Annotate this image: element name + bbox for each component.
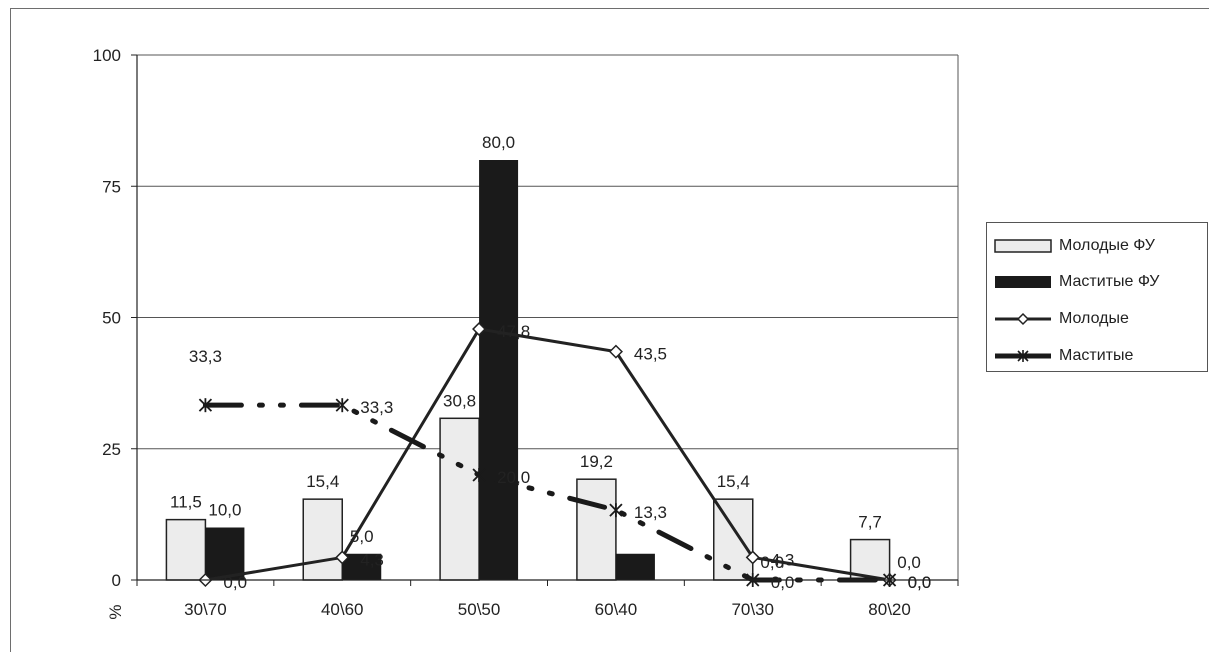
data-label-young-fu: 19,2 [580, 452, 613, 471]
line-young [205, 327, 890, 582]
y-tick-label: 75 [102, 177, 121, 196]
data-label-veteran: 0,0 [771, 573, 795, 592]
data-label-young: 43,5 [634, 345, 667, 364]
data-label-veteran-fu: 5,0 [350, 527, 374, 546]
bar-young-fu [713, 498, 754, 581]
data-label-veteran: 33,3 [360, 398, 393, 417]
x-tick-label: 80\20 [868, 600, 911, 619]
data-label-young-fu: 30,8 [443, 391, 476, 410]
y-tick-label: 25 [102, 440, 121, 459]
legend-swatch-young-fu [987, 234, 1059, 258]
axes-layer: 0 25 50 75 100 30\70 40\60 50\50 60\40 70\30 80\20… [93, 46, 959, 620]
bar-young-fu [302, 498, 343, 581]
marker-young [745, 550, 760, 565]
bar-veteran-fu [205, 527, 245, 580]
legend-label-veteran: Маститые [1059, 347, 1134, 364]
x-tick-label: 60\40 [595, 600, 638, 619]
x-tick-label: 40\60 [321, 600, 364, 619]
chart-frame [10, 8, 1209, 652]
bar-young-fu [165, 518, 207, 581]
y-tick-label: 0 [112, 571, 121, 590]
data-label-veteran-fu: 0,0 [897, 553, 921, 572]
y-tick-label: 100 [93, 46, 121, 65]
legend-item-young: Молодые [987, 307, 1129, 331]
x-tick-label: 70\30 [731, 600, 774, 619]
data-label-veteran: 33,3 [189, 347, 222, 366]
data-label-young-fu: 7,7 [858, 513, 882, 532]
data-label-veteran-fu: 80,0 [482, 133, 515, 152]
marker-veteran [335, 398, 349, 413]
legend-item-young-fu: Молодые ФУ [987, 234, 1155, 258]
legend-item-veteran-fu: Маститые ФУ [987, 270, 1159, 294]
data-label-veteran-fu: 10,0 [208, 501, 241, 520]
data-label-young-fu: 11,5 [170, 493, 202, 512]
legend-label-young: Молодые [1059, 310, 1129, 327]
data-label-young: 4,3 [771, 550, 795, 569]
legend-swatch-veteran-fu [987, 270, 1059, 294]
data-label-veteran: 20,0 [497, 468, 530, 487]
data-label-young: 0,0 [223, 573, 247, 592]
legend-label-veteran-fu: Маститые ФУ [1059, 273, 1160, 290]
x-tick-label: 50\50 [458, 600, 501, 619]
bar-veteran-fu [342, 553, 382, 580]
legend-item-veteran: Маститые [987, 344, 1133, 368]
data-label-veteran: 0,0 [908, 573, 932, 592]
x-tick-label: 30\70 [184, 600, 227, 619]
grid-lines [137, 54, 959, 580]
data-labels-layer: 11,515,430,819,215,47,710,05,080,00,0 0,0… [170, 133, 931, 592]
bars-layer [165, 160, 891, 581]
marker-young [608, 344, 623, 359]
bar-veteran-fu [479, 160, 519, 580]
legend: Молодые ФУ Маститые ФУ Молодые Маститые [986, 222, 1208, 372]
legend-swatch-veteran [987, 344, 1059, 368]
data-label-young: 0,0 [908, 573, 932, 592]
bar-veteran-fu [615, 553, 655, 580]
data-label-young: 47,8 [497, 322, 530, 341]
marker-veteran [609, 503, 623, 518]
legend-label-young-fu: Молодые ФУ [1059, 237, 1155, 254]
marker-young [472, 321, 487, 337]
y-axis-label: % [106, 604, 125, 619]
marker-young [335, 550, 350, 565]
y-tick-label: 50 [102, 309, 121, 328]
marker-veteran [198, 398, 213, 413]
bar-young-fu [439, 417, 480, 581]
bar-young-fu [576, 478, 617, 581]
marker-veteran [472, 468, 486, 482]
data-label-veteran: 13,3 [634, 503, 667, 522]
data-label-young: 4,3 [360, 550, 384, 569]
data-label-young-fu: 15,4 [717, 472, 750, 491]
data-label-young-fu: 15,4 [306, 472, 339, 491]
data-label-veteran-fu: 0,0 [760, 553, 784, 572]
legend-swatch-young [987, 307, 1059, 331]
